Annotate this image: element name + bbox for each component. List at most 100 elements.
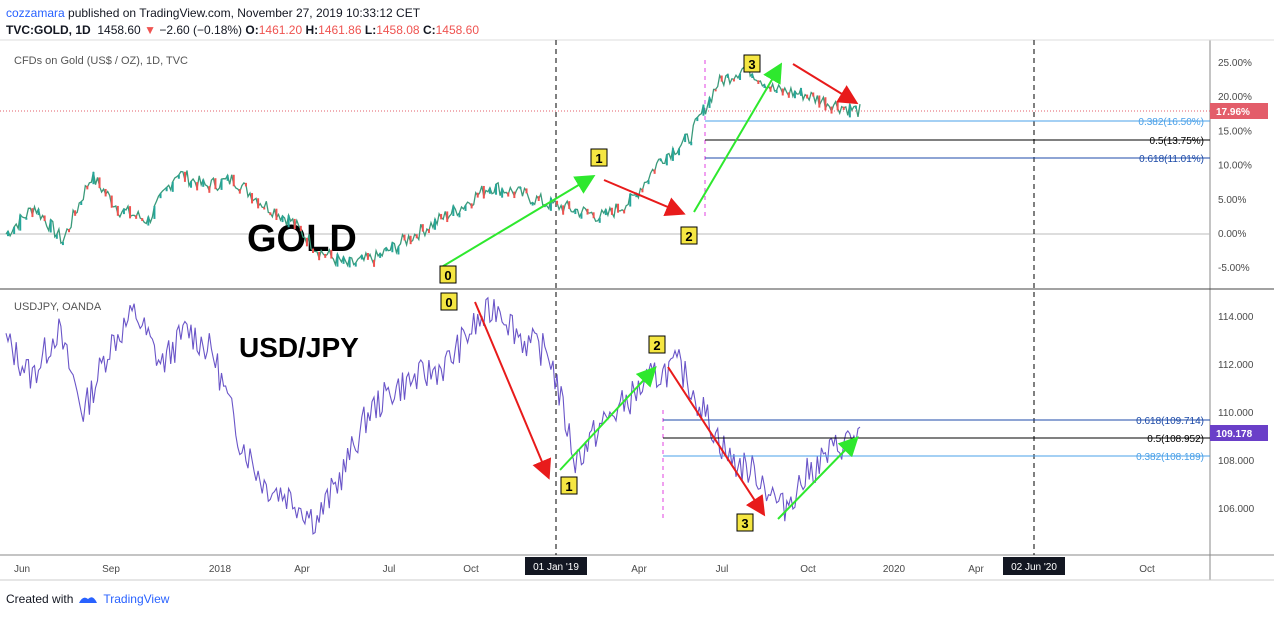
gold-candle xyxy=(397,246,400,255)
usdjpy-last-value-badge: 109.178 xyxy=(1210,425,1268,441)
gold-candle xyxy=(854,106,857,109)
gold-candle xyxy=(659,158,662,162)
gold-y-tick: 5.00% xyxy=(1218,195,1246,206)
gold-candle xyxy=(336,253,339,267)
gold-candle xyxy=(342,256,345,264)
gold-price-series[interactable] xyxy=(5,59,861,268)
tradingview-brand-link[interactable]: TradingView xyxy=(103,592,170,606)
gold-candle xyxy=(793,91,796,99)
gold-candle xyxy=(708,97,711,108)
gold-candle xyxy=(519,186,522,190)
usdjpy-fib-50-label: 0.5(108.952) xyxy=(1147,434,1204,445)
gold-arrow-up-2 xyxy=(693,62,783,213)
gold-candle xyxy=(287,215,290,228)
usdjpy-y-tick: 110.000 xyxy=(1218,408,1254,419)
gold-candle xyxy=(470,203,473,209)
x-tick: Apr xyxy=(294,564,310,575)
gold-candle xyxy=(513,191,516,199)
svg-text:3: 3 xyxy=(741,516,748,531)
gold-candle xyxy=(251,193,254,204)
x-tick: Oct xyxy=(800,564,816,575)
chart-canvas[interactable]: CFDs on Gold (US$ / OZ), 1D, TVC USDJPY,… xyxy=(0,0,1274,590)
usdjpy-big-label: USD/JPY xyxy=(239,332,359,363)
usdjpy-arrow-down-2 xyxy=(667,366,766,517)
gold-candle xyxy=(684,134,687,143)
gold-candle xyxy=(312,248,315,253)
gold-candle xyxy=(556,200,559,205)
close-label: C: xyxy=(422,23,436,37)
gold-candle xyxy=(696,117,699,122)
gold-candle xyxy=(842,106,845,110)
gold-candle xyxy=(183,171,186,182)
gold-candle xyxy=(757,80,760,84)
gold-candle xyxy=(49,219,52,233)
gold-candle xyxy=(824,97,827,111)
gold-candle xyxy=(549,197,552,211)
gold-candle xyxy=(141,218,144,222)
gold-candle xyxy=(318,251,321,261)
gold-candle xyxy=(305,237,308,247)
gold-fib-382-label: 0.382(16.50%) xyxy=(1138,117,1204,128)
usdjpy-y-tick: 108.000 xyxy=(1218,456,1255,467)
gold-candle xyxy=(635,193,638,198)
gold-candle xyxy=(531,202,534,206)
gold-candle xyxy=(92,171,95,185)
gold-candle xyxy=(446,211,449,223)
gold-candle xyxy=(147,216,150,226)
gold-candle xyxy=(629,193,632,207)
gold-candle xyxy=(806,94,809,99)
gold-big-label: GOLD xyxy=(247,218,357,260)
gold-candle xyxy=(86,185,89,190)
last-price: 1458.60 xyxy=(97,23,141,37)
symbol-label[interactable]: TVC:GOLD, 1D xyxy=(6,23,91,37)
x-tick: Oct xyxy=(463,564,479,575)
svg-text:0: 0 xyxy=(445,295,452,310)
usdjpy-price-series[interactable] xyxy=(5,296,861,535)
gold-price-axis[interactable]: 25.00% 20.00% 15.00% 10.00% 5.00% 0.00% -5.00% xyxy=(1218,58,1252,274)
gold-candle xyxy=(598,217,601,223)
gold-candle xyxy=(452,205,455,216)
author-link[interactable]: cozzamara xyxy=(6,6,65,20)
svg-text:17.96%: 17.96% xyxy=(1216,107,1250,118)
gold-candle xyxy=(415,234,418,239)
gold-candle xyxy=(214,178,217,190)
gold-candle xyxy=(391,242,394,253)
gold-candle xyxy=(604,209,607,216)
high-value: 1461.86 xyxy=(318,23,362,37)
x-highlight-jan19: 01 Jan '19 xyxy=(533,562,579,573)
gold-candle xyxy=(202,179,205,187)
time-axis[interactable]: Jun Sep 2018 Apr Jul Oct Apr Jul Oct 202… xyxy=(14,557,1155,575)
usdjpy-price-axis[interactable]: 114.000 112.000 110.000 108.000 106.000 xyxy=(1218,312,1255,515)
gold-candle xyxy=(671,148,674,161)
x-tick: 2018 xyxy=(209,564,232,575)
gold-candle xyxy=(55,234,58,239)
gold-candle xyxy=(464,205,467,211)
gold-candle xyxy=(488,187,491,194)
gold-arrow-down-2 xyxy=(792,63,859,105)
gold-candle xyxy=(122,208,125,215)
gold-candle xyxy=(165,187,168,192)
gold-candle xyxy=(68,228,71,233)
x-tick: Jul xyxy=(383,564,396,575)
gold-candle xyxy=(7,231,10,237)
gold-candle xyxy=(80,201,83,206)
gold-candle xyxy=(568,201,571,209)
x-tick: 2020 xyxy=(883,564,906,575)
gold-candle xyxy=(74,210,77,216)
gold-candle xyxy=(720,75,723,82)
gold-candle xyxy=(373,259,376,267)
x-tick: Jul xyxy=(716,564,729,575)
gold-candle xyxy=(403,234,406,241)
gold-candle xyxy=(653,169,656,174)
gold-arrow-up-1 xyxy=(439,174,596,269)
gold-fib-618-label: 0.618(11.01%) xyxy=(1139,154,1204,165)
gold-candle xyxy=(836,101,839,111)
gold-candle xyxy=(409,235,412,245)
gold-candle xyxy=(562,205,565,215)
gold-candle xyxy=(171,181,174,192)
gold-candle xyxy=(269,212,272,216)
svg-text:2: 2 xyxy=(685,229,692,244)
header-line-2: TVC:GOLD, 1D 1458.60 ▼ −2.60 (−0.18%) O:… xyxy=(6,22,479,39)
low-value: 1458.08 xyxy=(376,23,420,37)
gold-candle xyxy=(501,188,504,198)
